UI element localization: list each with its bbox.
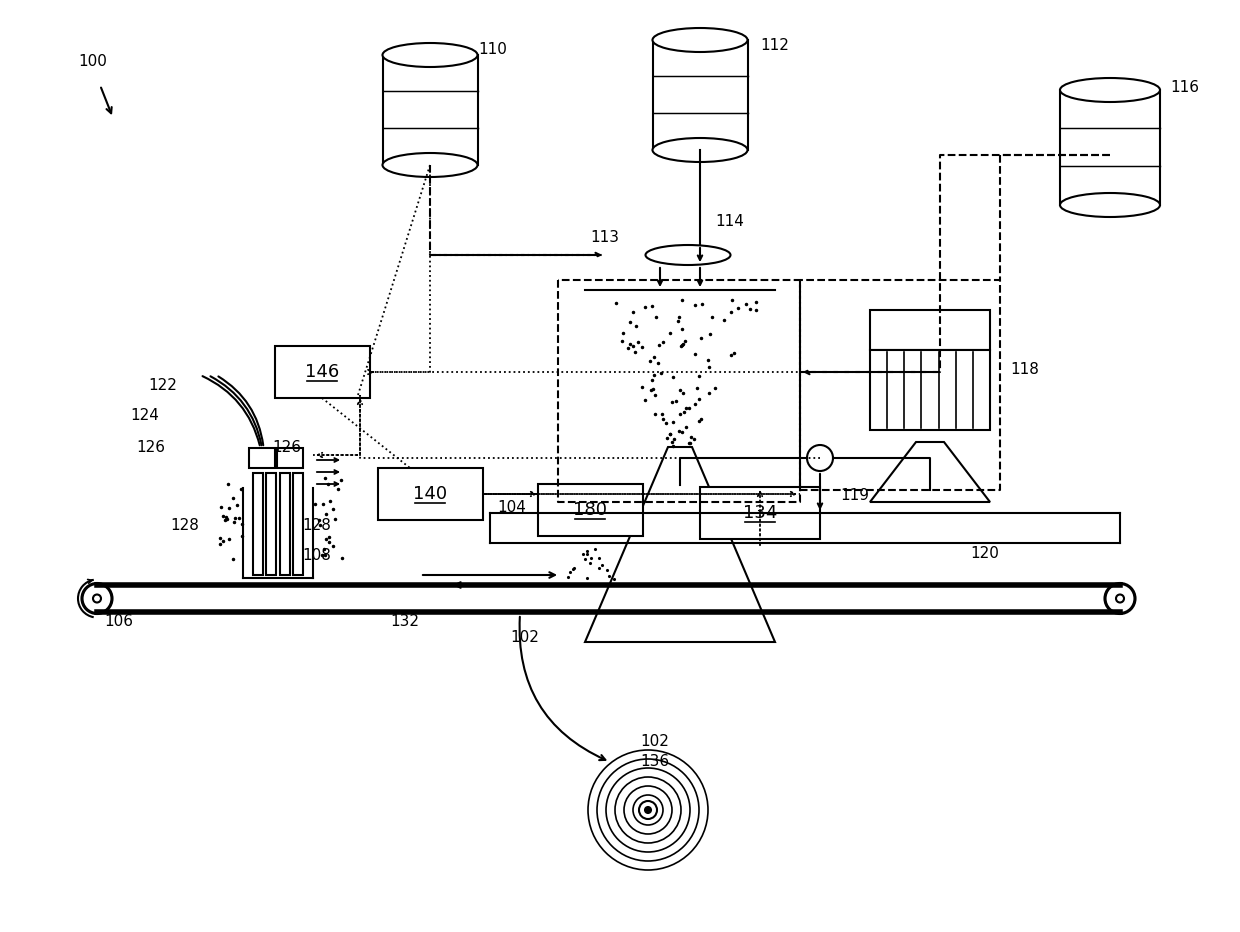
Text: 112: 112 [760, 37, 789, 52]
Text: 180: 180 [573, 501, 608, 519]
Polygon shape [277, 448, 303, 468]
Text: 116: 116 [1171, 80, 1199, 95]
Text: 124: 124 [130, 407, 159, 422]
Text: 100: 100 [78, 54, 107, 70]
Polygon shape [293, 473, 303, 575]
Text: 122: 122 [148, 377, 177, 392]
Text: 114: 114 [715, 214, 744, 229]
Text: 120: 120 [970, 545, 999, 560]
Polygon shape [253, 473, 263, 575]
Polygon shape [1060, 90, 1159, 205]
Polygon shape [537, 484, 642, 536]
Polygon shape [652, 40, 748, 150]
Text: 126: 126 [272, 440, 301, 455]
Text: 110: 110 [477, 43, 507, 58]
Ellipse shape [382, 43, 477, 67]
Text: 126: 126 [136, 440, 165, 455]
Polygon shape [249, 448, 275, 468]
Polygon shape [377, 468, 482, 520]
Text: 108: 108 [303, 547, 331, 563]
Circle shape [807, 445, 833, 471]
Ellipse shape [1060, 78, 1159, 102]
Polygon shape [382, 55, 477, 165]
Polygon shape [870, 442, 990, 502]
Text: 102: 102 [510, 631, 539, 646]
Polygon shape [585, 447, 775, 642]
Polygon shape [701, 487, 820, 539]
Circle shape [82, 583, 112, 613]
Polygon shape [870, 310, 990, 350]
Text: 128: 128 [303, 517, 331, 532]
Text: 134: 134 [743, 504, 777, 522]
Circle shape [1105, 583, 1135, 613]
Ellipse shape [652, 138, 748, 162]
Ellipse shape [646, 245, 730, 265]
Text: 132: 132 [391, 614, 419, 629]
Polygon shape [280, 473, 290, 575]
Polygon shape [274, 346, 370, 398]
Text: 140: 140 [413, 485, 448, 503]
Ellipse shape [652, 28, 748, 52]
Text: 104: 104 [497, 500, 526, 514]
Text: 102: 102 [640, 734, 668, 749]
Text: 146: 146 [305, 363, 339, 381]
Polygon shape [267, 473, 277, 575]
Text: 113: 113 [590, 230, 619, 245]
Text: 118: 118 [1011, 363, 1039, 377]
Ellipse shape [1060, 193, 1159, 217]
Text: 119: 119 [839, 487, 869, 502]
Text: 128: 128 [170, 517, 198, 532]
Ellipse shape [382, 153, 477, 177]
Circle shape [639, 801, 657, 819]
Circle shape [645, 807, 651, 813]
Polygon shape [870, 350, 990, 430]
Text: 136: 136 [640, 755, 670, 770]
Text: 106: 106 [104, 614, 133, 629]
